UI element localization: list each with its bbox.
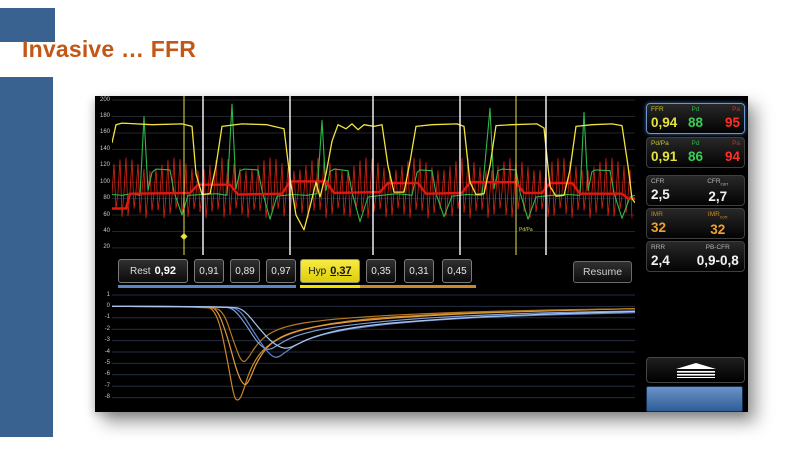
rest-measurement-button-1[interactable]: 0,91 xyxy=(194,259,224,283)
pd-value: 88 xyxy=(687,115,704,130)
cfr-label: CFR xyxy=(651,178,665,185)
axis-tick-label: 120 xyxy=(99,162,110,169)
axis-tick-label: 180 xyxy=(99,113,110,120)
hyp-measurement-button-3[interactable]: 0,45 xyxy=(442,259,472,283)
pb-cfr-label: PB-CFR xyxy=(705,244,730,251)
pd-value: 86 xyxy=(687,149,704,164)
axis-tick-label: -2 xyxy=(104,325,110,332)
axis-tick-label: -8 xyxy=(104,394,110,401)
pd-label: Pd xyxy=(691,106,700,113)
imr-label: IMR xyxy=(651,211,663,218)
hyp-measurement-button-1[interactable]: 0,35 xyxy=(366,259,396,283)
metric-tile-rrr[interactable]: RRR 2,4 PB-CFR 0,9-0,8 xyxy=(646,241,745,272)
axis-tick-label: 20 xyxy=(103,244,110,251)
imr-corr-sub: corr xyxy=(719,214,728,220)
axis-tick-label: 100 xyxy=(99,178,110,185)
axis-tick-label: 40 xyxy=(103,227,110,234)
pressure-waveform-chart[interactable]: Pd/Pa xyxy=(112,96,635,256)
pressure-chart-y-axis: 200 180 160 140 120 100 80 60 40 20 xyxy=(96,96,110,256)
slide-title: Invasive … FFR xyxy=(22,36,197,62)
pa-label: Pa xyxy=(732,106,741,113)
axis-tick-label: -5 xyxy=(104,359,110,366)
axis-tick-label: 200 xyxy=(99,96,110,103)
rest-selected-value: 0,92 xyxy=(154,265,176,277)
rest-group-underline xyxy=(118,285,296,288)
axis-tick-label: 1 xyxy=(106,291,110,298)
drawer-expand-icon xyxy=(675,363,716,378)
thermodilution-chart[interactable] xyxy=(112,288,635,412)
pa-value: 95 xyxy=(724,115,741,130)
axis-tick-label: -4 xyxy=(104,348,110,355)
hyp-label: Hyp xyxy=(308,265,327,277)
hyp-selected-value: 0,37 xyxy=(330,265,352,277)
axis-tick-label: 80 xyxy=(103,195,110,202)
cfr-corr-label: CFR xyxy=(707,178,721,185)
pd-label: Pd xyxy=(691,140,700,147)
thermodilution-chart-y-axis: 1 0 -1 -2 -3 -4 -5 -6 -7 -8 xyxy=(96,288,110,412)
svg-text:Pd/Pa: Pd/Pa xyxy=(519,227,533,233)
axis-tick-label: -7 xyxy=(104,382,110,389)
cfr-value: 2,5 xyxy=(651,187,670,202)
metric-tile-imr[interactable]: IMR 32 IMRcorr 32 xyxy=(646,208,745,239)
rest-selected-button[interactable]: Rest 0,92 xyxy=(118,259,188,283)
rest-label: Rest xyxy=(130,265,151,277)
axis-tick-label: 60 xyxy=(103,211,110,218)
slide-corner-accent xyxy=(0,8,55,42)
expand-drawer-button[interactable] xyxy=(646,357,745,383)
metric-tile-pdpa[interactable]: Pd/Pa 0,91 Pd 86 Pa 94 xyxy=(646,137,745,168)
axis-tick-label: 0 xyxy=(106,302,110,309)
pdpa-value: 0,91 xyxy=(651,149,678,164)
metric-tile-cfr[interactable]: CFR 2,5 CFRcorr 2,7 xyxy=(646,175,745,206)
hyp-measurement-button-2[interactable]: 0,31 xyxy=(404,259,434,283)
pa-value: 94 xyxy=(724,149,741,164)
cfr-corr-sub: corr xyxy=(720,181,729,187)
rrr-value: 2,4 xyxy=(651,253,670,268)
imr-value: 32 xyxy=(651,220,667,235)
imr-corr-value: 32 xyxy=(710,222,726,238)
axis-tick-label: -3 xyxy=(104,337,110,344)
pb-cfr-value: 0,9-0,8 xyxy=(696,253,739,268)
hyp-group-underline xyxy=(360,285,476,288)
axis-tick-label: -6 xyxy=(104,371,110,378)
hyp-selected-button[interactable]: Hyp 0,37 xyxy=(300,259,360,283)
axis-tick-label: -1 xyxy=(104,314,110,321)
axis-tick-label: 160 xyxy=(99,129,110,136)
resume-button[interactable]: Resume xyxy=(573,261,632,283)
rest-measurement-button-3[interactable]: 0,97 xyxy=(266,259,296,283)
imr-corr-label: IMR xyxy=(707,211,720,218)
axis-tick-label: 140 xyxy=(99,145,110,152)
pdpa-label: Pd/Pa xyxy=(651,140,669,147)
primary-action-button[interactable] xyxy=(646,386,743,412)
rrr-label: RRR xyxy=(651,244,666,251)
slide-left-accent-bar xyxy=(0,77,53,437)
pa-label: Pa xyxy=(732,140,741,147)
ffr-label: FFR xyxy=(651,106,664,113)
physiology-console: 200 180 160 140 120 100 80 60 40 20 Pd/Pa Rest 0,… xyxy=(95,96,748,412)
rest-measurement-button-2[interactable]: 0,89 xyxy=(230,259,260,283)
metric-tile-ffr[interactable]: FFR 0,94 Pd 88 Pa 95 xyxy=(646,103,745,134)
ffr-value: 0,94 xyxy=(651,115,678,130)
cfr-corr-value: 2,7 xyxy=(708,189,728,205)
hyp-selected-underline xyxy=(300,285,360,288)
